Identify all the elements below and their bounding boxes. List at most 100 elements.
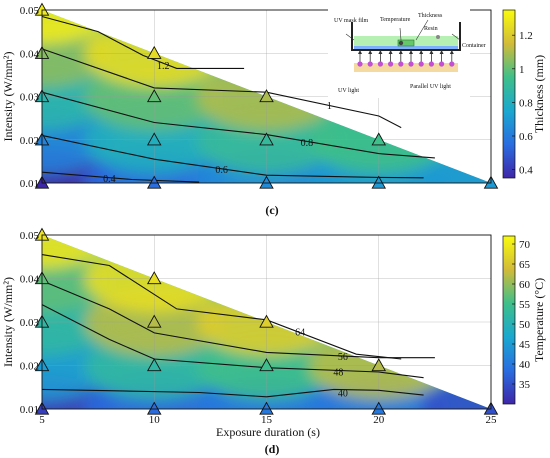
- y-tick-label: 0.02: [20, 361, 39, 373]
- colorbar-tick-label: 1: [519, 64, 525, 76]
- uv-arrow-head: [358, 50, 362, 54]
- mask-film-layer: [354, 46, 458, 49]
- uv-light-arrows: [358, 50, 454, 62]
- colorbar-tick-label: 60: [519, 279, 531, 291]
- contour-label: 0.6: [215, 165, 228, 176]
- sample-marker: [371, 175, 387, 189]
- thickness-marker: [436, 35, 440, 39]
- y-tick-label: 0.02: [20, 135, 39, 147]
- uv-bulb: [388, 61, 394, 67]
- contour-label: 0.8: [301, 138, 314, 149]
- contour-label: 40: [338, 388, 348, 399]
- contour-line: [41, 134, 424, 179]
- contour-label: 48: [333, 368, 343, 379]
- inset-schematic: UV mask film Temperature Thickness Resin…: [328, 8, 486, 98]
- contour-line: [41, 171, 200, 183]
- contour-label: 0.4: [103, 174, 116, 185]
- sample-marker: [371, 132, 387, 146]
- contour-label: 56: [338, 352, 348, 363]
- axes-frame-d: [41, 234, 492, 410]
- uv-arrow-head: [429, 50, 434, 54]
- y-tick-label: 0.01: [20, 178, 39, 190]
- inset-label-uv-mask: UV mask film: [334, 17, 369, 24]
- container-wall: [351, 22, 461, 51]
- sample-marker: [371, 401, 387, 415]
- panel-label-d: (d): [265, 442, 280, 456]
- uv-bulb: [428, 61, 434, 67]
- inset-label-parallel-uv: Parallel UV light: [410, 84, 451, 90]
- inset-label-container: Container: [462, 43, 486, 49]
- colorbar-tick-label: 0.4: [519, 165, 533, 177]
- colorbar-tick-label: 35: [519, 379, 531, 391]
- plot-area-d: 40 48 56 64: [34, 227, 499, 415]
- uv-arrow-head: [368, 50, 373, 54]
- contour-line: [41, 15, 245, 69]
- leader-container: [451, 33, 461, 41]
- uv-arrow-head: [398, 50, 403, 54]
- colorbar-tick-label: 0.8: [519, 97, 533, 109]
- sample-marker: [259, 314, 274, 328]
- sample-marker: [146, 89, 162, 103]
- inset-label-uv-light: UV light: [338, 88, 359, 94]
- colorbar-tick-label: 70: [519, 239, 531, 251]
- uv-arrow-head: [378, 50, 383, 54]
- uv-light-source: [354, 63, 458, 72]
- sample-marker: [146, 401, 162, 415]
- contour-label: 1.2: [157, 61, 170, 72]
- thickness-sample: [397, 39, 415, 47]
- y-tick-label: 0.04: [20, 48, 40, 60]
- sample-marker: [146, 175, 162, 189]
- uv-bulb: [439, 61, 445, 67]
- contour-line: [41, 254, 402, 360]
- colorbar-ticks-c: 0.4 0.6 0.8 1 1.2: [512, 30, 533, 177]
- sample-marker: [146, 271, 162, 285]
- y-tick-label: 0.05: [20, 230, 40, 242]
- y-tick-label: 0.04: [20, 274, 40, 286]
- y-axis-label-d: Intensity (W/mm²): [1, 277, 15, 367]
- colorbar-d: [502, 235, 516, 405]
- uv-bulb: [357, 61, 363, 67]
- colorbar-tick-label: 40: [519, 359, 531, 371]
- uv-bulb: [367, 61, 373, 67]
- contour-line: [41, 304, 424, 379]
- panel-label-c: (c): [265, 203, 278, 217]
- uv-arrow-head: [439, 50, 444, 54]
- x-tick-label: 5: [39, 414, 45, 426]
- sample-marker: [146, 314, 162, 328]
- x-tick-label: 25: [486, 414, 498, 426]
- leader-uv-mask: [345, 33, 355, 41]
- contour-label: 64: [295, 328, 305, 339]
- sample-marker: [259, 132, 274, 146]
- y-tick-label: 0.03: [20, 92, 40, 104]
- y-tick-label: 0.05: [20, 5, 40, 17]
- temperature-probe: [398, 40, 404, 46]
- uv-bulb: [398, 61, 404, 67]
- sample-marker: [146, 132, 162, 146]
- contour-label: 1: [327, 101, 332, 112]
- leader-temperature: [399, 27, 402, 41]
- contour-line: [41, 388, 424, 398]
- panel-c: 0.4 0.6 0.8 1 1.2 0.01 0.02 0.03 0.04 0.05 Inten…: [1, 2, 546, 217]
- colorbar-ticks-d: 35 40 45 50 55 60 65 70: [512, 239, 531, 391]
- uv-bulb: [418, 61, 424, 67]
- axes-frame-c: [41, 9, 492, 184]
- uv-arrow-head: [419, 50, 424, 54]
- contour-lines-d: 40 48 56 64: [41, 254, 435, 399]
- colorbar-tick-label: 1.2: [519, 30, 533, 42]
- sample-marker: [146, 358, 162, 372]
- inset-label-thickness: Thickness: [418, 13, 443, 19]
- inset-label-resin: Resin: [424, 26, 438, 32]
- x-axis-label-d: Exposure duration (s): [216, 425, 320, 439]
- uv-bulb: [408, 61, 414, 67]
- uv-bulb: [449, 61, 455, 67]
- colorbar-tick-label: 0.6: [519, 131, 533, 143]
- colorbar-tick-label: 50: [519, 319, 531, 331]
- y-axis-label-c: Intensity (W/mm²): [1, 52, 15, 142]
- uv-light-bulbs: [357, 61, 455, 67]
- x-tick-label: 10: [149, 414, 161, 426]
- sample-marker: [259, 401, 274, 415]
- uv-arrow-head: [388, 50, 393, 54]
- uv-arrow-head: [409, 50, 413, 54]
- x-tick-label: 15: [261, 414, 273, 426]
